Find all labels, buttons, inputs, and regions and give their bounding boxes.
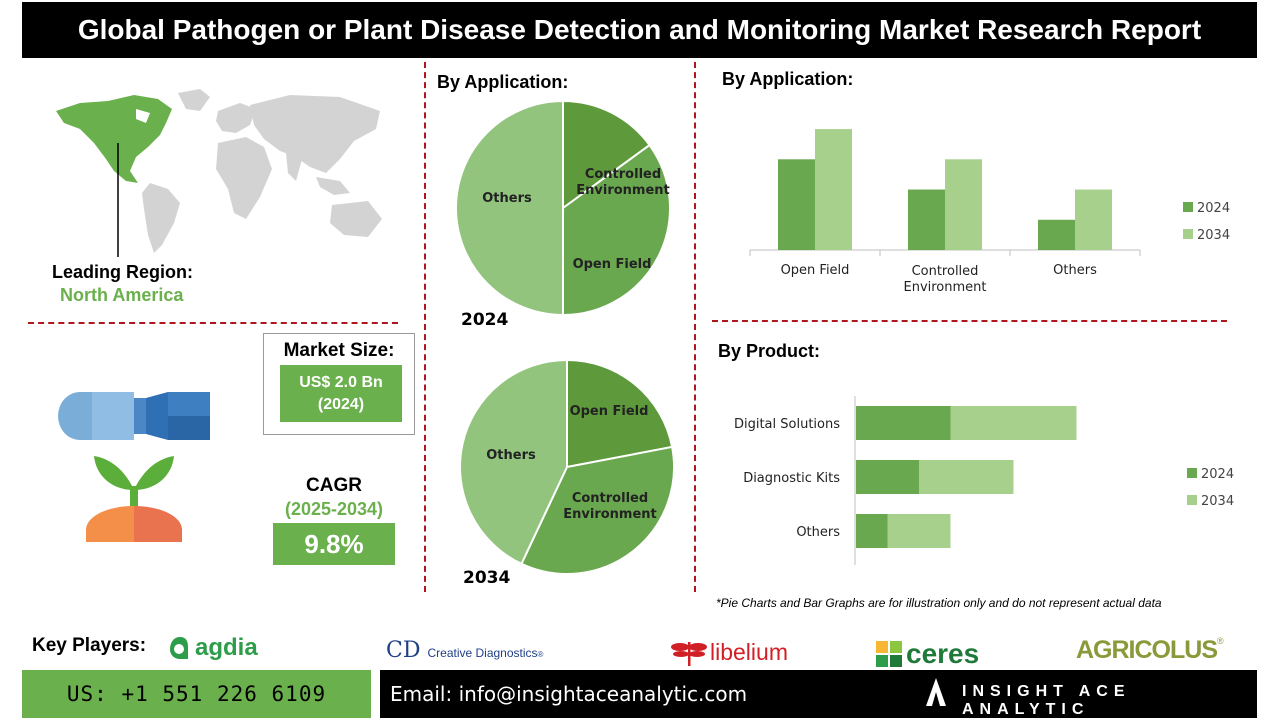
sensor-device-icon — [58, 392, 210, 440]
market-size-value: US$ 2.0 Bn (2024) — [280, 365, 402, 422]
leading-region-label: Leading Region: — [52, 262, 193, 282]
pie-2024-label-1: Controlled Environment — [576, 167, 670, 198]
agricolus-logo: AGRICOLUS ® — [1076, 636, 1224, 664]
phone-contact: US: +1 551 226 6109 — [22, 670, 371, 718]
divider-right-horizontal — [712, 320, 1227, 322]
brand-name: INSIGHT ACE ANALYTIC — [962, 683, 1131, 718]
legend-swatch-2034 — [1183, 229, 1193, 239]
pie-2034-label-0: Open Field — [570, 404, 649, 419]
legend-swatch-2024 — [1187, 468, 1197, 478]
y-tick-label: Others — [796, 525, 840, 540]
market-size-card: Market Size: US$ 2.0 Bn (2024) — [263, 333, 415, 435]
pie-2034-label-2: Others — [486, 448, 536, 463]
bar-2024-0 — [778, 159, 815, 250]
y-tick-label: Diagnostic Kits — [743, 471, 840, 486]
cd-logo-mark: CD — [386, 638, 421, 663]
pie-year-label: 2034 — [463, 568, 510, 588]
market-size-year: (2024) — [317, 395, 365, 413]
bar-2034-0 — [815, 129, 852, 250]
divider-right — [694, 62, 696, 592]
cagr-value: 9.8% — [273, 523, 395, 565]
x-tick-label: Others — [1053, 263, 1097, 278]
bar-2024-2 — [856, 514, 888, 548]
ceres-logo: ceres — [876, 638, 979, 670]
pie-2034-slice-1 — [520, 445, 675, 575]
ceres-logo-text: ceres — [906, 638, 980, 669]
market-size-label: Market Size: — [283, 340, 395, 361]
product-bar-chart: Digital Solutions Diagnostic Kits Others 20… — [734, 396, 1234, 565]
cagr-label: CAGR — [306, 475, 362, 496]
creative-diagnostics-text: Creative Diagnostics — [427, 646, 538, 660]
bar-2034-2 — [887, 514, 951, 548]
bar-product-title: By Product: — [718, 341, 821, 361]
pie-2034-slice-2 — [459, 358, 568, 566]
divider-left — [424, 62, 426, 592]
x-tick-label: Controlled Environment — [903, 264, 986, 295]
disclaimer-text: *Pie Charts and Bar Graphs are for illus… — [716, 596, 1162, 610]
pie-2024-slice-2 — [455, 99, 564, 317]
libelium-dragonfly-icon — [671, 642, 707, 666]
email-contact: Email: info@insightaceanalytic.com — [390, 682, 748, 706]
cagr-period: (2025-2034) — [284, 499, 384, 519]
footer-bar: Email: info@insightaceanalytic.com INSIG… — [380, 670, 1257, 718]
y-tick-label: Digital Solutions — [734, 417, 840, 432]
agdia-logo-icon — [170, 637, 188, 659]
pie-2034-slice-0 — [566, 358, 674, 469]
key-players-label: Key Players: — [32, 635, 147, 656]
bar-2034-1 — [919, 460, 1014, 494]
divider-left-horizontal — [28, 322, 398, 324]
plant-sprout-icon — [86, 456, 182, 542]
bar-2024-2 — [1038, 219, 1075, 250]
application-pie-charts: Open Field Controlled Environment Others 202… — [455, 99, 675, 588]
bar-2034-0 — [950, 406, 1077, 440]
x-tick-label: Open Field — [781, 263, 850, 278]
bar-2034-1 — [945, 159, 982, 250]
creative-diagnostics-logo: CD Creative Diagnostics ® — [386, 638, 544, 663]
agdia-logo: agdia — [168, 634, 258, 662]
legend-swatch-2034 — [1187, 495, 1197, 505]
pie-2024-label-0: Open Field — [573, 257, 652, 272]
pie-section-title: By Application: — [437, 72, 569, 92]
pie-2024-label-2: Others — [482, 191, 532, 206]
ceres-logo-icon — [876, 641, 902, 667]
libelium-logo: libelium — [670, 638, 788, 666]
legend-label-2024: 2024 — [1197, 201, 1230, 216]
bar-application-title: By Application: — [722, 69, 854, 89]
legend-swatch-2024 — [1183, 202, 1193, 212]
world-map-icon — [56, 89, 382, 257]
legend-label-2034: 2034 — [1201, 494, 1234, 509]
bar-2034-2 — [1075, 189, 1112, 250]
agdia-logo-text: agdia — [195, 634, 258, 661]
agricolus-logo-text: AGRICOLUS — [1076, 636, 1218, 664]
pie-2024-slice-0 — [562, 99, 651, 210]
pie-year-label: 2024 — [461, 310, 508, 330]
leading-region-value: North America — [60, 285, 184, 305]
pie-2024-slice-1 — [562, 143, 671, 317]
libelium-logo-text: libelium — [710, 638, 788, 665]
insight-ace-logo-icon — [926, 678, 946, 706]
bar-2024-1 — [856, 460, 919, 494]
pie-2034-label-1: Controlled Environment — [563, 491, 657, 522]
bar-2024-0 — [856, 406, 951, 440]
application-bar-chart: Open Field Controlled Environment Others 202… — [749, 129, 1230, 295]
bar-2024-1 — [908, 189, 945, 250]
legend-label-2034: 2034 — [1197, 228, 1230, 243]
report-title: Global Pathogen or Plant Disease Detecti… — [22, 2, 1257, 58]
market-size-amount: US$ 2.0 Bn — [299, 373, 383, 391]
legend-label-2024: 2024 — [1201, 467, 1234, 482]
